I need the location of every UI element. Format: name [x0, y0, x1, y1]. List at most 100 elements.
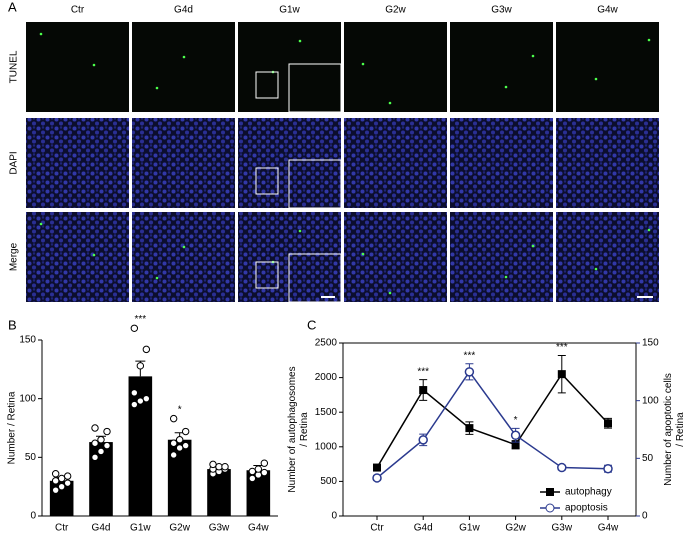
- plot-frame: [342, 342, 637, 517]
- micrograph: [450, 212, 553, 302]
- micrograph: [132, 212, 235, 302]
- micrograph: [450, 118, 553, 208]
- micrograph: [556, 22, 659, 112]
- data-point: [215, 463, 223, 471]
- data-point: [181, 441, 190, 450]
- marker: [465, 424, 474, 433]
- tunel-signal: [504, 85, 508, 89]
- data-point: [103, 441, 111, 450]
- data-point: [91, 424, 99, 432]
- data-point: [169, 451, 178, 459]
- column-label: G3w: [491, 5, 512, 16]
- y2-tick-label: 50: [642, 453, 654, 464]
- tunel-signal: [647, 228, 651, 232]
- tunel-signal: [155, 86, 159, 90]
- tunel-signal: [298, 229, 302, 233]
- tunel-signal: [298, 39, 302, 43]
- bar: [128, 376, 153, 516]
- x-tick-label: G4d: [92, 523, 111, 534]
- micrograph: [344, 118, 447, 208]
- data-point: [51, 477, 60, 485]
- panel-label: A: [8, 0, 17, 14]
- significance: ***: [134, 314, 146, 325]
- y2-axis-label: Number of apoptotic cells/ Retina: [663, 373, 685, 486]
- x-tick-label: Ctr: [55, 523, 69, 534]
- legend-label: autophagy: [565, 487, 612, 498]
- data-point: [260, 459, 269, 467]
- micrograph: [556, 212, 659, 302]
- micrograph: [344, 212, 447, 302]
- micrograph: [26, 118, 129, 208]
- marker: [464, 367, 475, 377]
- bar: [207, 469, 231, 516]
- micrograph: [132, 118, 235, 208]
- data-point: [136, 362, 145, 370]
- significance: ***: [417, 366, 429, 377]
- data-point: [97, 436, 105, 444]
- data-point: [142, 345, 151, 354]
- tunel-signal: [92, 253, 96, 257]
- data-point: [97, 447, 105, 456]
- micrograph: [132, 22, 235, 112]
- marker: [510, 430, 521, 441]
- data-point: [57, 474, 66, 483]
- tunel-signal: [647, 38, 651, 42]
- data-point: [103, 427, 111, 436]
- y2-tick-label: 100: [642, 395, 659, 406]
- data-point: [181, 427, 190, 436]
- micrograph: [344, 22, 447, 112]
- micrograph: [556, 118, 659, 208]
- series-line: [376, 372, 609, 468]
- data-point: [51, 486, 60, 494]
- x-tick-label: G4w: [598, 523, 619, 534]
- data-point: [130, 389, 139, 397]
- x-tick-label: G1w: [130, 523, 151, 534]
- row-label: TUNEL: [9, 50, 20, 83]
- data-point: [260, 468, 269, 477]
- y-tick-label: 500: [320, 476, 337, 487]
- marker: [603, 463, 613, 474]
- zoom-box: [255, 167, 279, 195]
- y-tick-label: 50: [25, 452, 37, 463]
- column-label: G4w: [597, 5, 618, 16]
- y-tick-label: 2000: [315, 372, 338, 383]
- data-point: [248, 474, 257, 483]
- zoom-box: [255, 71, 279, 99]
- data-point: [63, 479, 72, 487]
- data-point: [91, 439, 99, 447]
- tunel-signal: [182, 245, 186, 249]
- micrograph: [450, 22, 553, 112]
- y-tick-label: 100: [19, 393, 36, 404]
- row-label: DAPI: [9, 151, 20, 174]
- data-point: [57, 482, 66, 491]
- legend-marker: [545, 503, 555, 513]
- x-tick-label: G2w: [169, 523, 190, 534]
- tunel-signal: [594, 77, 598, 81]
- micrograph: [26, 212, 129, 302]
- column-label: G2w: [385, 5, 406, 16]
- significance: ***: [464, 350, 476, 361]
- y-tick-label: 1000: [315, 441, 338, 452]
- marker: [418, 435, 428, 445]
- y-axis-label: Number of autophagosomes/ Retina: [287, 366, 310, 492]
- data-point: [248, 467, 257, 476]
- data-point: [175, 444, 184, 452]
- x-tick-label: Ctr: [370, 523, 384, 534]
- tunel-signal: [39, 222, 43, 226]
- y-axis-label: Number / Retina: [7, 391, 18, 464]
- series-line: [376, 370, 609, 479]
- y-tick-label: 0: [331, 511, 337, 522]
- tunel-signal: [594, 267, 598, 271]
- data-point: [130, 400, 139, 409]
- data-point: [142, 394, 151, 403]
- legend-marker: [546, 488, 554, 496]
- y2-tick-label: 0: [642, 511, 648, 522]
- micrograph: [26, 22, 129, 112]
- y-tick-label: 1500: [315, 407, 338, 418]
- x-tick-label: G2w: [505, 523, 526, 534]
- marker: [557, 462, 567, 473]
- tunel-signal: [155, 276, 159, 280]
- y-tick-label: 0: [30, 511, 36, 522]
- data-point: [63, 472, 72, 480]
